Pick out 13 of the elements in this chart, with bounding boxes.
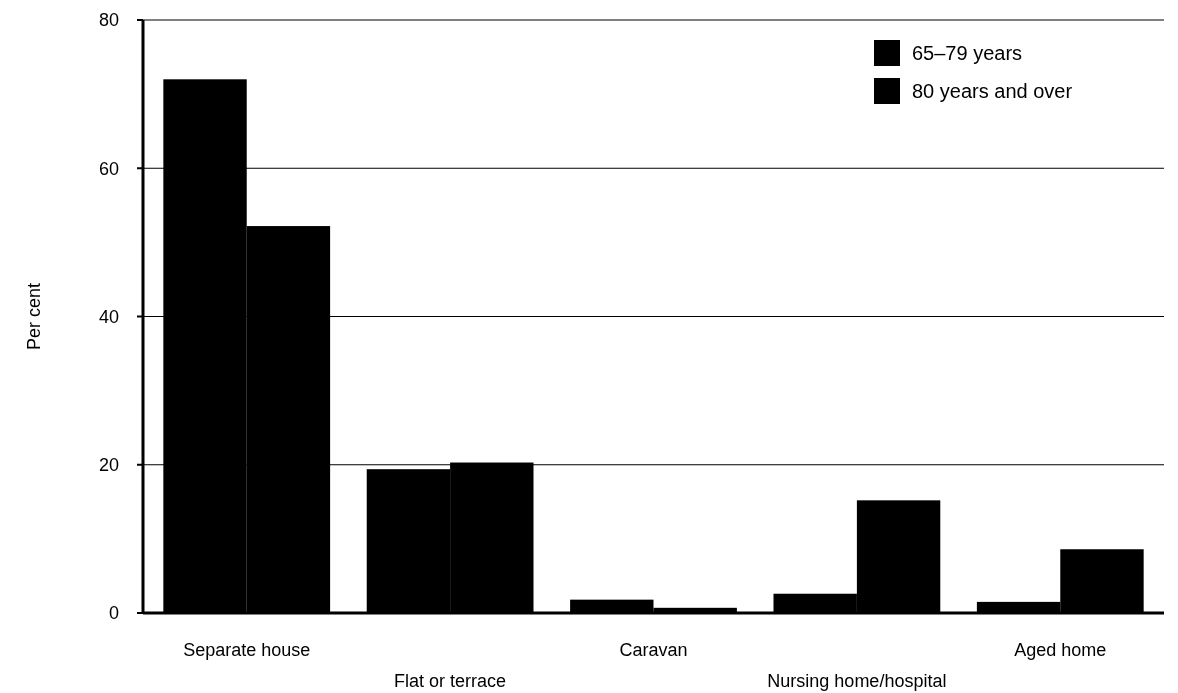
y-tick-label: 60	[98, 158, 119, 179]
y-tick-label: 80	[98, 10, 119, 31]
x-tick-label: Separate house	[183, 640, 311, 660]
x-tick-label: Nursing home/hospital	[767, 671, 947, 691]
legend-label: 65–79 years	[912, 42, 1023, 64]
x-tick-label: Flat or terrace	[394, 671, 507, 691]
y-tick-label: 0	[108, 603, 119, 624]
y-tick-label: 20	[98, 455, 119, 476]
y-axis-title: Per cent	[24, 282, 44, 351]
legend-label: 80 years and over	[912, 80, 1073, 102]
x-tick-label: Caravan	[619, 640, 688, 660]
x-tick-label: Aged home	[1014, 640, 1107, 660]
y-tick-label: 40	[98, 306, 119, 327]
